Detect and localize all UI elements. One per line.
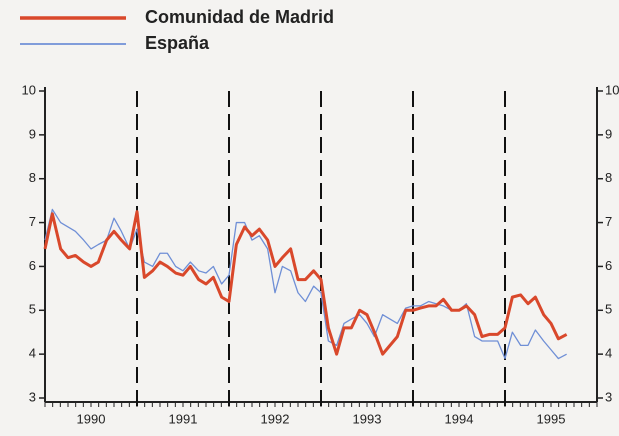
y-tick-label: 10 [22,82,36,97]
y-tick-label: 4 [29,346,36,361]
x-tick-label: 1993 [353,411,382,426]
x-tick-label: 1992 [261,411,290,426]
y-tick-label: 8 [29,170,36,185]
y-tick-label-right: 5 [605,302,612,317]
series-line [43,210,568,356]
y-tick-label-right: 7 [605,214,612,229]
x-tick-label: 1995 [537,411,566,426]
y-tick-label-right: 10 [605,82,619,97]
y-tick-label-right: 3 [605,389,612,404]
x-tick-label: 1990 [77,411,106,426]
y-tick-label-right: 6 [605,258,612,273]
y-tick-label-right: 9 [605,126,612,141]
x-tick-label: 1991 [169,411,198,426]
legend-label: España [145,33,210,53]
y-tick-label: 6 [29,258,36,273]
y-tick-label-right: 8 [605,170,612,185]
y-tick-label-right: 4 [605,346,612,361]
legend-label: Comunidad de Madrid [145,7,334,27]
y-tick-label: 5 [29,302,36,317]
y-tick-label: 9 [29,126,36,141]
y-tick-label: 7 [29,214,36,229]
x-tick-label: 1994 [445,411,474,426]
y-tick-label: 3 [29,389,36,404]
